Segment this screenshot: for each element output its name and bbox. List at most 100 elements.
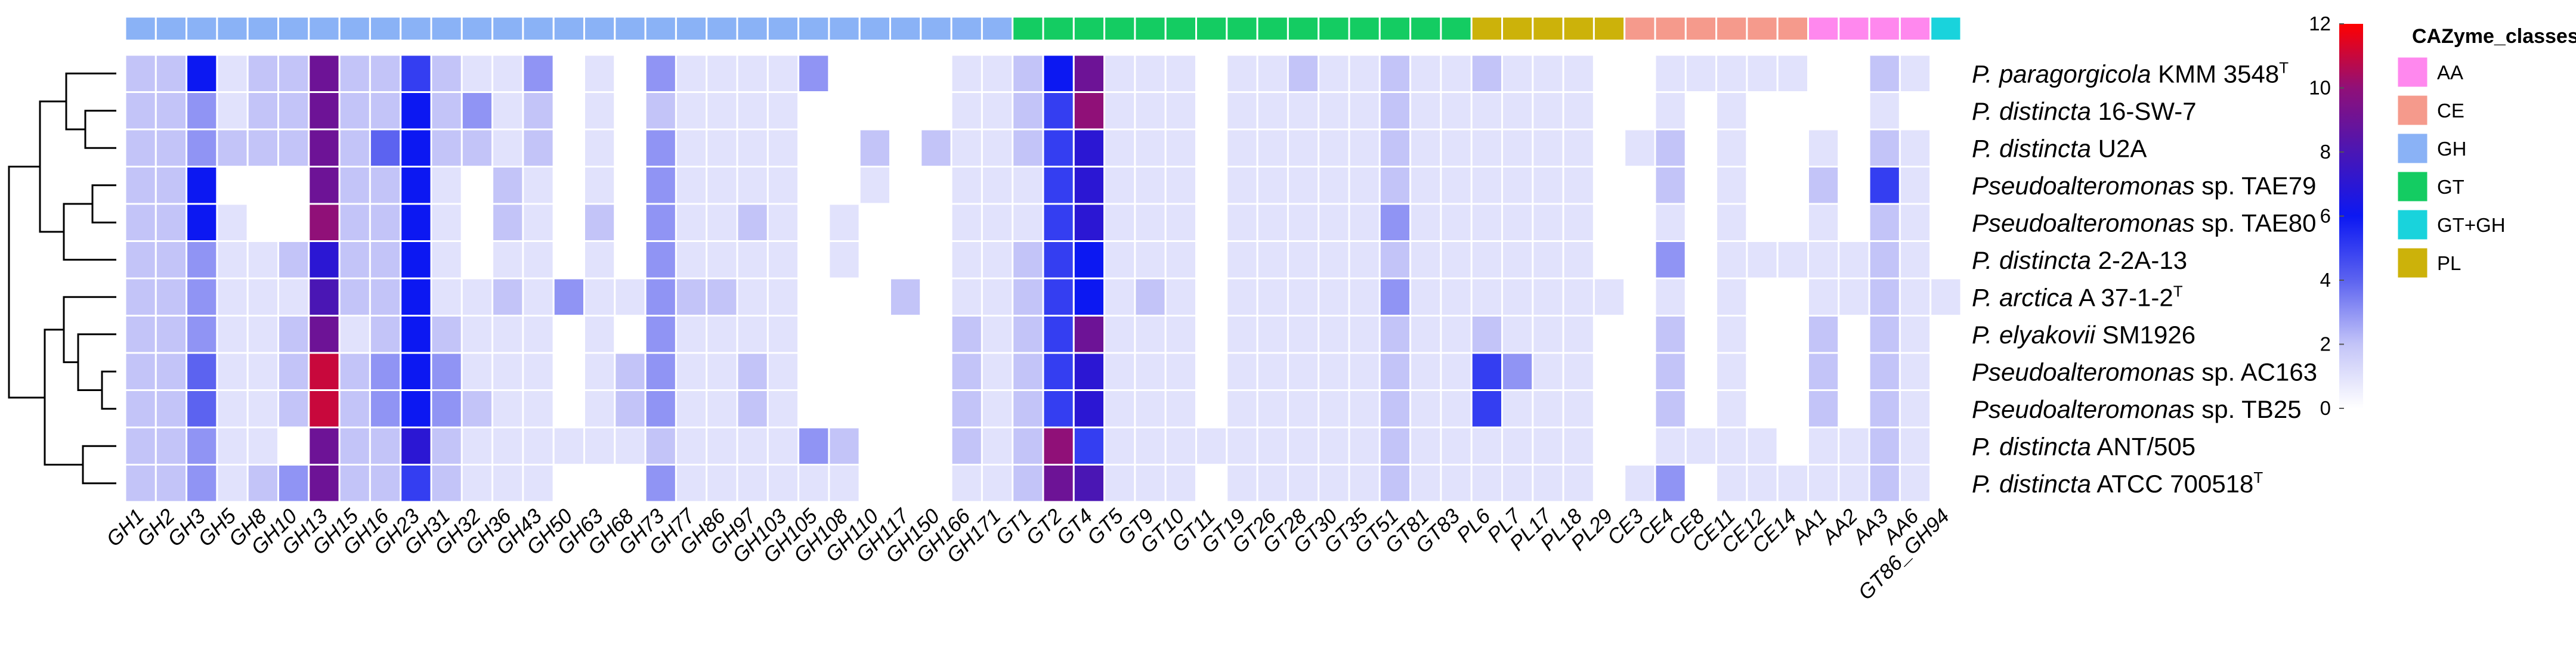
- heatmap-cell: [491, 426, 524, 466]
- heatmap-cell: [1592, 464, 1626, 503]
- heatmap-cell: [1532, 166, 1564, 205]
- heatmap-cell: [400, 91, 432, 131]
- heatmap-cell: [614, 277, 647, 317]
- heatmap-cell: [124, 128, 157, 168]
- heatmap-cell: [920, 91, 953, 131]
- heatmap-cell: [1348, 54, 1381, 93]
- heatmap-cell: [920, 352, 953, 391]
- class-legend-label: GT: [2437, 176, 2464, 198]
- heatmap-cell: [1684, 277, 1718, 317]
- class-annotation-cell: [797, 15, 830, 42]
- color-scale-tick-label: 10: [2309, 77, 2331, 99]
- heatmap-cell: [981, 352, 1014, 391]
- heatmap-cell: [1776, 128, 1809, 168]
- heatmap-cell: [1378, 426, 1412, 466]
- heatmap-cell: [766, 166, 800, 205]
- heatmap-cell: [858, 166, 891, 205]
- heatmap-cell: [1654, 240, 1687, 280]
- heatmap-cell: [1226, 128, 1258, 168]
- heatmap-cell: [1898, 315, 1932, 354]
- heatmap-cell: [1623, 464, 1656, 503]
- heatmap-cell: [1348, 464, 1381, 503]
- heatmap-cell: [1929, 203, 1962, 242]
- heatmap-cell: [675, 352, 708, 391]
- heatmap-cell: [460, 315, 494, 354]
- heatmap-cell: [1715, 54, 1748, 93]
- heatmap-cell: [154, 203, 188, 242]
- heatmap-cell: [460, 352, 494, 391]
- heatmap-cell: [1715, 128, 1748, 168]
- heatmap-cell: [1256, 389, 1289, 429]
- heatmap-cell: [920, 464, 953, 503]
- heatmap-cell: [797, 389, 830, 429]
- class-annotation-cell: [1287, 15, 1320, 42]
- heatmap-cell: [1256, 54, 1289, 93]
- heatmap-cell: [400, 128, 432, 168]
- heatmap-cell: [1501, 240, 1534, 280]
- class-annotation-cell: [950, 15, 983, 42]
- heatmap-cell: [1684, 240, 1718, 280]
- heatmap-cell: [1042, 277, 1075, 317]
- heatmap-cell: [1042, 315, 1075, 354]
- heatmap-cell: [1226, 166, 1258, 205]
- heatmap-cell: [1287, 389, 1320, 429]
- class-annotation-cell: [185, 15, 218, 42]
- heatmap-cell: [1838, 240, 1870, 280]
- heatmap-cell: [491, 315, 524, 354]
- heatmap-cell: [1318, 203, 1350, 242]
- heatmap-cell: [583, 426, 616, 466]
- heatmap-cell: [706, 352, 738, 391]
- heatmap-cell: [1287, 166, 1320, 205]
- class-annotation-cell: [1715, 15, 1748, 42]
- class-annotation-cell: [1103, 15, 1136, 42]
- heatmap-cell: [185, 91, 218, 131]
- heatmap-cell: [1103, 277, 1136, 317]
- heatmap-cell: [1868, 203, 1901, 242]
- heatmap-cell: [1592, 166, 1626, 205]
- heatmap-cell: [889, 166, 922, 205]
- heatmap-cell: [1134, 128, 1167, 168]
- heatmap-cell: [369, 464, 402, 503]
- heatmap-cell: [1012, 315, 1044, 354]
- heatmap-cell: [400, 277, 432, 317]
- heatmap-cell: [154, 91, 188, 131]
- heatmap-cell: [400, 240, 432, 280]
- heatmap-cell: [981, 277, 1014, 317]
- heatmap-cell: [460, 91, 494, 131]
- heatmap-cell: [1501, 91, 1534, 131]
- heatmap-cell: [706, 128, 738, 168]
- heatmap-cell: [614, 389, 647, 429]
- heatmap-cell: [1256, 352, 1289, 391]
- heatmap-cell: [1256, 203, 1289, 242]
- heatmap-cell: [1195, 426, 1228, 466]
- heatmap-cell: [1838, 464, 1870, 503]
- heatmap-cell: [491, 166, 524, 205]
- class-annotation-cell: [1746, 15, 1779, 42]
- heatmap-cell: [460, 389, 494, 429]
- heatmap-cell: [124, 203, 157, 242]
- heatmap-cell: [1592, 277, 1626, 317]
- heatmap-cell: [430, 315, 463, 354]
- heatmap-cell: [1012, 203, 1044, 242]
- heatmap-cell: [491, 240, 524, 280]
- heatmap-cell: [277, 464, 310, 503]
- heatmap-cell: [1440, 54, 1473, 93]
- heatmap-cell: [1072, 352, 1106, 391]
- heatmap-cell: [308, 352, 341, 391]
- heatmap-cell: [1868, 315, 1901, 354]
- heatmap-cell: [858, 464, 891, 503]
- heatmap-cell: [644, 54, 677, 93]
- heatmap-cell: [797, 240, 830, 280]
- heatmap-cell: [1715, 389, 1748, 429]
- heatmap-cell: [1898, 166, 1932, 205]
- class-annotation-cell: [1012, 15, 1044, 42]
- heatmap-cell: [522, 91, 555, 131]
- heatmap-cell: [1898, 464, 1932, 503]
- heatmap-cell: [706, 54, 738, 93]
- heatmap-cell: [981, 91, 1014, 131]
- heatmap-cell: [889, 426, 922, 466]
- heatmap-cell: [706, 240, 738, 280]
- heatmap-cell: [1470, 128, 1503, 168]
- heatmap-cell: [1654, 203, 1687, 242]
- class-annotation-cell: [889, 15, 922, 42]
